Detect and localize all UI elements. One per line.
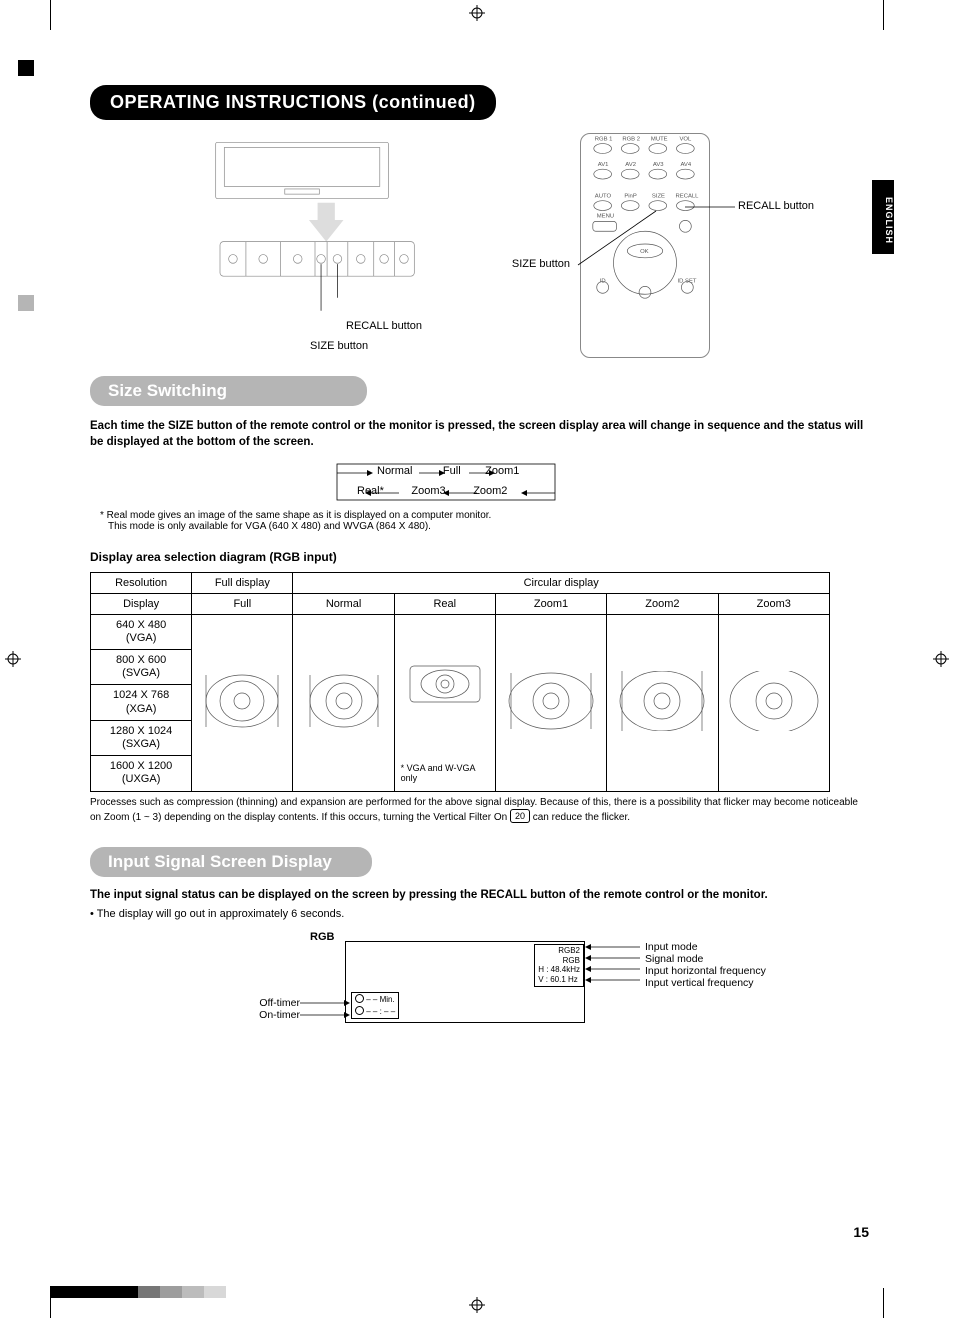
flow-node: Full [443, 465, 461, 477]
main-heading: OPERATING INSTRUCTIONS (continued) [90, 85, 496, 120]
size-flow-diagram: Normal Full Zoom1 Real* Zoom3 Zoom2 [327, 462, 627, 504]
h-freq-label: Input horizontal frequency [645, 965, 766, 977]
v-freq-label: Input vertical frequency [645, 977, 754, 989]
size-button-callout: SIZE button [490, 258, 570, 270]
th-real: Real [394, 593, 495, 614]
crop-mark [883, 1288, 884, 1318]
timer-box: – – Min. – – : – – [351, 992, 399, 1019]
flow-node: Real* [357, 485, 384, 497]
th-zoom2: Zoom2 [607, 593, 718, 614]
registration-mark-icon [469, 5, 485, 21]
section-heading-size-switching: Size Switching [90, 376, 367, 406]
flow-node: Zoom3 [411, 485, 445, 497]
th-full-display: Full display [192, 572, 293, 593]
display-area-table: Resolution Full display Circular display… [90, 572, 830, 792]
flow-node: Zoom1 [485, 465, 519, 477]
th-normal: Normal [293, 593, 394, 614]
osd-info-box: RGB2 RGB H : 48.4kHz V : 60.1 Hz [534, 944, 584, 986]
res-sxga: 1280 X 1024(SXGA) [91, 720, 192, 755]
monitor-diagram [190, 138, 440, 328]
off-timer-label: Off-timer [240, 997, 300, 1009]
left-arrow-lines [300, 997, 350, 1027]
res-vga: 640 X 480(VGA) [91, 614, 192, 649]
th-display: Display [91, 593, 192, 614]
language-tab: ENGLISH [872, 180, 894, 254]
display-area-subheading: Display area selection diagram (RGB inpu… [90, 550, 874, 564]
on-timer-label: On-timer [240, 1009, 300, 1021]
crop-mark [883, 0, 884, 30]
flow-node: Normal [377, 465, 412, 477]
remote-callout-lines [500, 133, 830, 363]
input-signal-intro: The input signal status can be displayed… [90, 887, 864, 903]
shape-zoom3 [718, 614, 829, 791]
th-circular-display: Circular display [293, 572, 830, 593]
registration-mark-icon [933, 651, 949, 667]
res-xga: 1024 X 768(XGA) [91, 685, 192, 720]
th-resolution: Resolution [91, 572, 192, 593]
shape-zoom1 [495, 614, 606, 791]
th-zoom1: Zoom1 [495, 593, 606, 614]
res-uxga: 1600 X 1200(UXGA) [91, 756, 192, 791]
rgb-osd-diagram: RGB RGB2 RGB H : 48.4kHz V : 60.1 Hz – –… [200, 931, 874, 1051]
recall-button-callout: RECALL button [738, 200, 814, 212]
trim-square [18, 60, 34, 76]
page-ref-icon: 20 [510, 809, 530, 823]
table-footnote: Processes such as compression (thinning)… [90, 796, 864, 825]
shape-normal [293, 614, 394, 791]
recall-button-callout: RECALL button [346, 320, 422, 332]
real-note-cell: * VGA and W-VGA only [394, 756, 495, 791]
registration-mark-icon [5, 651, 21, 667]
shape-zoom2 [607, 614, 718, 791]
input-mode-label: Input mode [645, 941, 698, 953]
right-arrow-lines [585, 943, 645, 989]
flow-node: Zoom2 [473, 485, 507, 497]
section-heading-input-signal: Input Signal Screen Display [90, 847, 372, 877]
crop-mark [50, 0, 51, 30]
real-mode-note: * Real mode gives an image of the same s… [100, 510, 874, 532]
res-svga: 800 X 600(SVGA) [91, 650, 192, 685]
input-signal-bullet: • The display will go out in approximate… [90, 908, 864, 920]
color-calibration-bar [50, 1286, 226, 1298]
rgb-label: RGB [310, 931, 334, 943]
page-number: 15 [853, 1224, 869, 1240]
th-zoom3: Zoom3 [718, 593, 829, 614]
trim-square [18, 295, 34, 311]
signal-mode-label: Signal mode [645, 953, 703, 965]
size-button-callout: SIZE button [310, 340, 368, 352]
shape-full [192, 614, 293, 791]
registration-mark-icon [469, 1297, 485, 1313]
shape-real [394, 614, 495, 756]
th-full: Full [192, 593, 293, 614]
size-switching-intro: Each time the SIZE button of the remote … [90, 418, 864, 450]
